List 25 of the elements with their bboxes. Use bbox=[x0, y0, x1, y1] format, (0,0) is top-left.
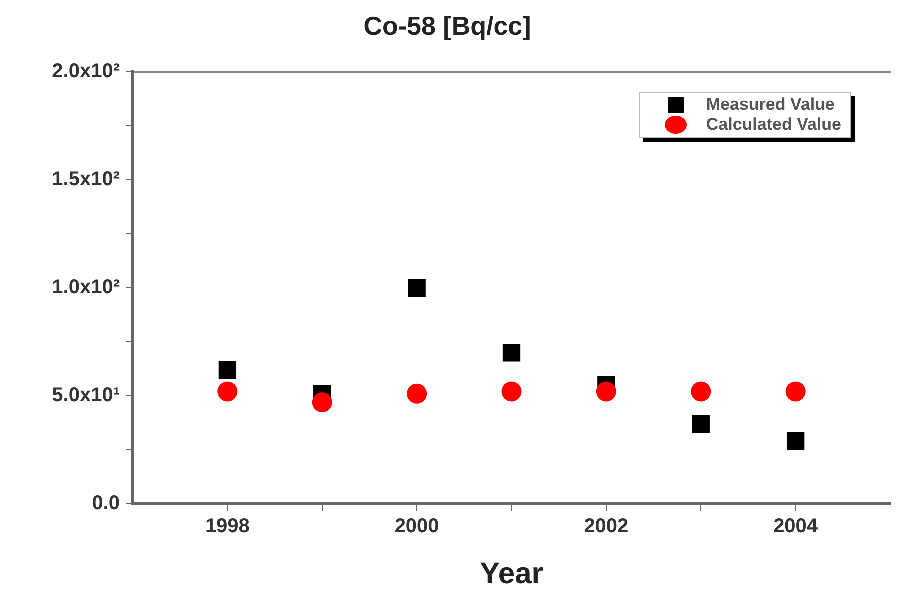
y-tick-label: 1.5x10² bbox=[52, 168, 120, 191]
point bbox=[692, 415, 710, 433]
point bbox=[502, 382, 522, 402]
x-axis-title: Year bbox=[480, 557, 544, 590]
point bbox=[596, 382, 616, 402]
point bbox=[786, 382, 806, 402]
y-tick-label: 0.0 bbox=[92, 492, 120, 515]
point bbox=[312, 392, 332, 413]
legend-label: Calculated Value bbox=[706, 115, 842, 136]
y-tick-label: 5.0x10¹ bbox=[52, 384, 120, 407]
point bbox=[502, 344, 521, 362]
point bbox=[786, 432, 805, 450]
point bbox=[408, 279, 426, 297]
y-tick-label: 2.0x10² bbox=[52, 60, 120, 83]
legend-label: Measured Value bbox=[706, 95, 835, 116]
y-tick-label: 1.0x10² bbox=[52, 276, 120, 299]
point bbox=[407, 384, 428, 404]
x-tick-label: 1998 bbox=[205, 516, 250, 538]
point bbox=[218, 382, 238, 402]
x-tick-label: 2000 bbox=[394, 516, 440, 538]
point bbox=[218, 361, 237, 379]
point bbox=[691, 382, 712, 402]
x-tick-label: 2002 bbox=[584, 516, 629, 538]
chart-title: Co-58 [Bq/cc] bbox=[364, 10, 532, 41]
x-tick-label: 2004 bbox=[774, 516, 819, 538]
